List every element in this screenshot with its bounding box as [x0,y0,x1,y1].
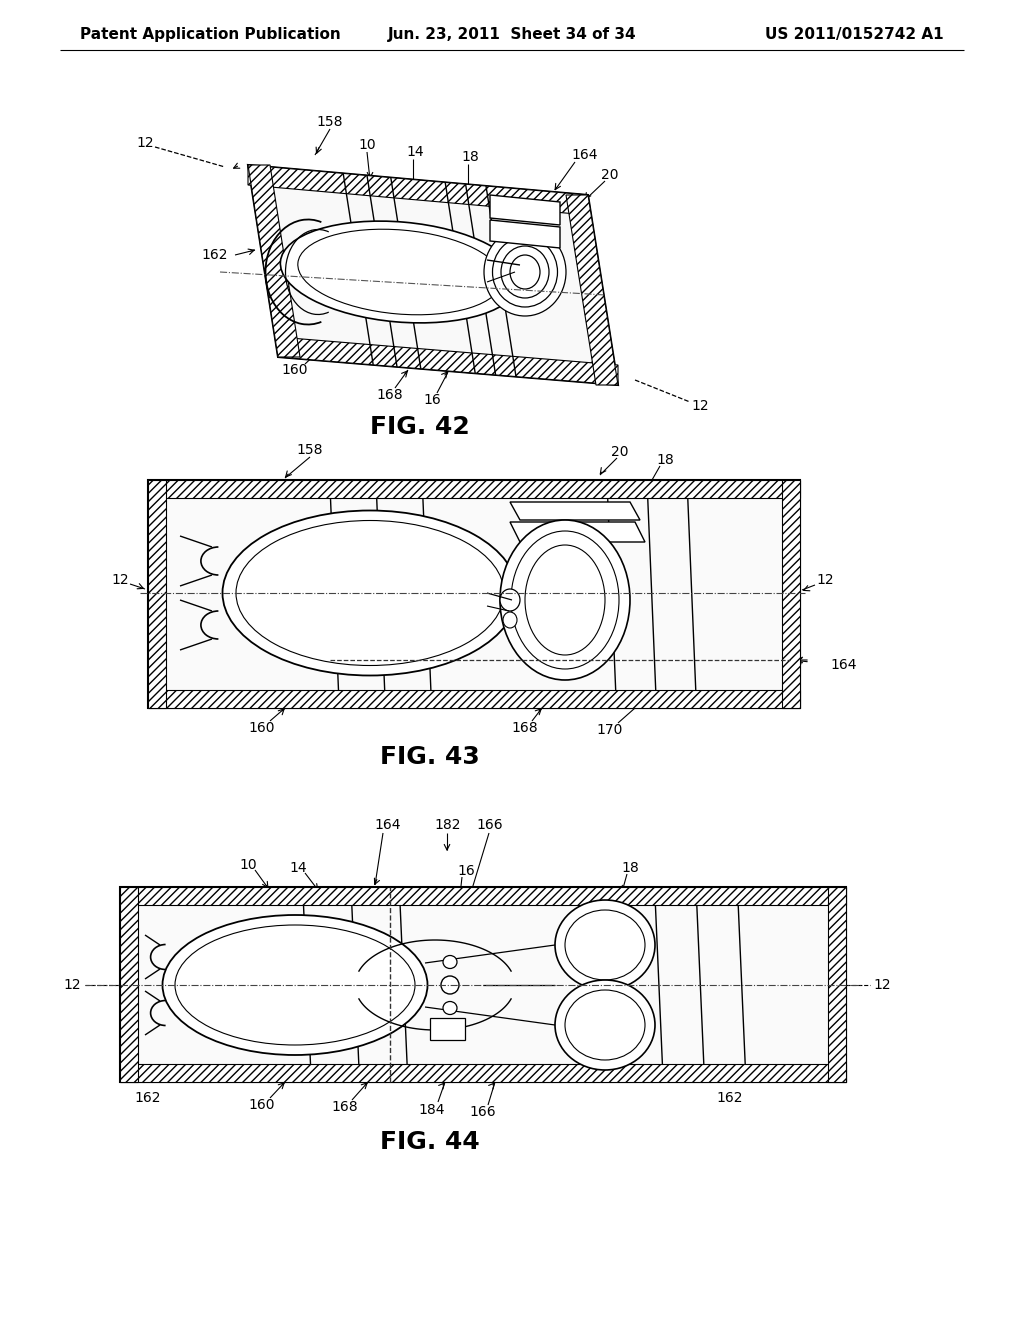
Text: 20: 20 [601,168,618,182]
Text: 160: 160 [249,721,275,735]
Polygon shape [248,165,300,356]
Text: 12: 12 [63,978,81,993]
Polygon shape [510,502,640,520]
Text: 162: 162 [557,368,584,381]
Ellipse shape [500,589,520,611]
Text: 12: 12 [816,573,834,587]
Text: 12: 12 [873,978,891,993]
Bar [148,690,800,708]
Text: 162: 162 [717,1092,743,1105]
Text: Patent Application Publication: Patent Application Publication [80,28,341,42]
Text: 162: 162 [157,648,183,663]
Bar [430,1018,465,1040]
Bar [148,480,166,708]
Text: 162: 162 [746,624,773,639]
Bar [120,887,846,906]
Ellipse shape [443,1002,457,1015]
Ellipse shape [484,228,566,315]
Text: 10: 10 [240,858,257,873]
Text: 12: 12 [136,136,154,150]
Bar [120,887,846,1082]
Text: 184: 184 [419,1104,445,1117]
Ellipse shape [443,956,457,969]
Text: US 2011/0152742 A1: US 2011/0152742 A1 [765,28,944,42]
Ellipse shape [555,900,655,990]
Ellipse shape [510,255,540,289]
Ellipse shape [222,511,517,676]
Text: 18: 18 [622,861,639,875]
Text: 162: 162 [202,248,228,261]
Text: FIG. 42: FIG. 42 [370,414,470,440]
Text: 166: 166 [470,1105,497,1119]
Text: 20: 20 [611,445,629,459]
Polygon shape [278,337,618,385]
Text: FIG. 44: FIG. 44 [380,1130,480,1154]
Text: 20: 20 [450,1043,467,1057]
Text: 168: 168 [377,388,403,403]
Ellipse shape [503,612,517,628]
Ellipse shape [555,979,655,1071]
Text: 10: 10 [322,513,339,527]
Bar [828,887,846,1082]
Text: 182: 182 [435,818,461,832]
Ellipse shape [500,520,630,680]
Text: 16: 16 [423,393,441,407]
Text: 166: 166 [477,818,504,832]
Text: 18: 18 [461,150,479,164]
Polygon shape [490,220,560,248]
Bar [148,480,800,498]
Text: 164: 164 [830,657,856,672]
Text: 168: 168 [332,1100,358,1114]
Bar [120,887,138,1082]
Text: Jun. 23, 2011  Sheet 34 of 34: Jun. 23, 2011 Sheet 34 of 34 [388,28,636,42]
Polygon shape [566,195,618,385]
Text: 164: 164 [571,148,598,162]
Ellipse shape [281,222,519,323]
Ellipse shape [163,915,427,1055]
Polygon shape [510,521,645,543]
Text: 160: 160 [249,1098,275,1111]
Text: 14: 14 [391,513,409,527]
Polygon shape [248,165,618,385]
Text: 158: 158 [316,115,343,129]
Text: 12: 12 [691,399,709,413]
Bar [782,480,800,708]
Ellipse shape [493,238,557,308]
Text: 18: 18 [656,453,674,467]
Bar [148,480,800,708]
Text: FIG. 43: FIG. 43 [380,744,480,770]
Polygon shape [248,165,588,215]
Text: 14: 14 [407,145,424,158]
Text: 10: 10 [358,139,376,152]
Text: 162: 162 [135,1092,161,1105]
Ellipse shape [441,975,459,994]
Ellipse shape [501,246,549,298]
Text: 160: 160 [282,363,308,378]
Text: 170: 170 [597,723,624,737]
Polygon shape [490,195,560,224]
Bar [120,1064,846,1082]
Text: 158: 158 [297,444,324,457]
Text: 12: 12 [112,573,129,587]
Text: 164: 164 [375,818,401,832]
Text: 14: 14 [289,861,307,875]
Text: 180: 180 [577,964,603,977]
Text: 168: 168 [512,721,539,735]
Text: 166: 166 [587,1018,613,1032]
Text: 16: 16 [457,865,475,878]
